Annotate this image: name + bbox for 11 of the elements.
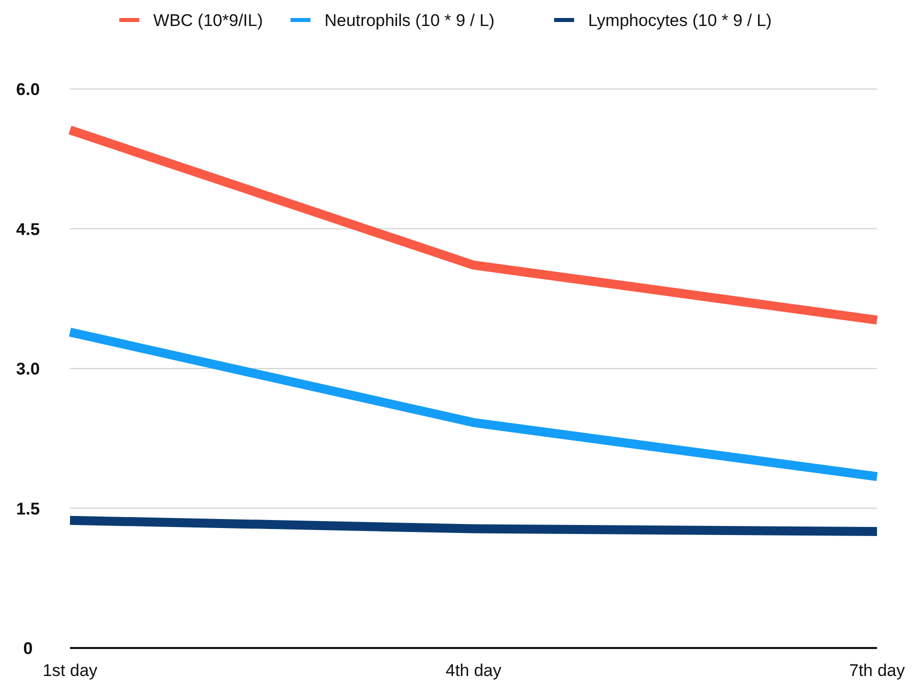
x-tick-label: 1st day xyxy=(42,661,98,680)
legend-label: WBC (10*9/IL) xyxy=(153,11,263,30)
y-tick-label: 0 xyxy=(23,639,33,658)
y-tick-label: 1.5 xyxy=(16,499,40,518)
legend-label: Neutrophils (10 * 9 / L) xyxy=(324,11,495,30)
legend-label: Lymphocytes (10 * 9 / L) xyxy=(588,11,772,30)
x-tick-label: 7th day xyxy=(849,661,906,680)
y-tick-label: 6.0 xyxy=(16,80,40,99)
y-tick-label: 4.5 xyxy=(16,220,40,239)
x-tick-label: 4th day xyxy=(446,661,502,680)
y-tick-label: 3.0 xyxy=(16,360,40,378)
